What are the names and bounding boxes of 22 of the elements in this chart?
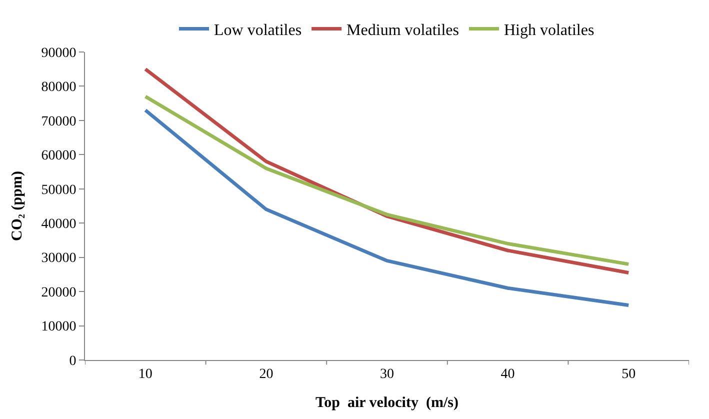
legend-label: Low volatiles xyxy=(214,22,302,39)
x-axis-title: Top air velocity (m/s) xyxy=(316,394,458,411)
y-tick-label: 50000 xyxy=(41,182,76,198)
line-series xyxy=(144,94,630,266)
y-tick-label: 0 xyxy=(69,354,76,369)
x-tick-label: 30 xyxy=(380,366,394,382)
x-tick-label: 40 xyxy=(500,366,515,382)
y-tick-label: 40000 xyxy=(41,217,76,232)
legend-label: High volatiles xyxy=(504,22,594,39)
y-tick-label: 70000 xyxy=(41,114,76,130)
y-tick-label: 60000 xyxy=(41,148,76,164)
y-tick-label: 10000 xyxy=(41,320,76,335)
legend-label: Medium volatiles xyxy=(346,22,459,39)
y-tick-label: 20000 xyxy=(41,285,76,300)
x-tick-label: 10 xyxy=(138,366,152,382)
x-tick-label: 20 xyxy=(259,366,274,382)
y-tick-label: 30000 xyxy=(41,251,76,266)
line-series xyxy=(144,108,630,307)
y-tick-label: 90000 xyxy=(41,46,76,61)
x-tick-label: 50 xyxy=(622,366,636,382)
y-axis-title: CO₂ (ppm) xyxy=(9,171,26,241)
y-tick-label: 80000 xyxy=(41,80,76,96)
